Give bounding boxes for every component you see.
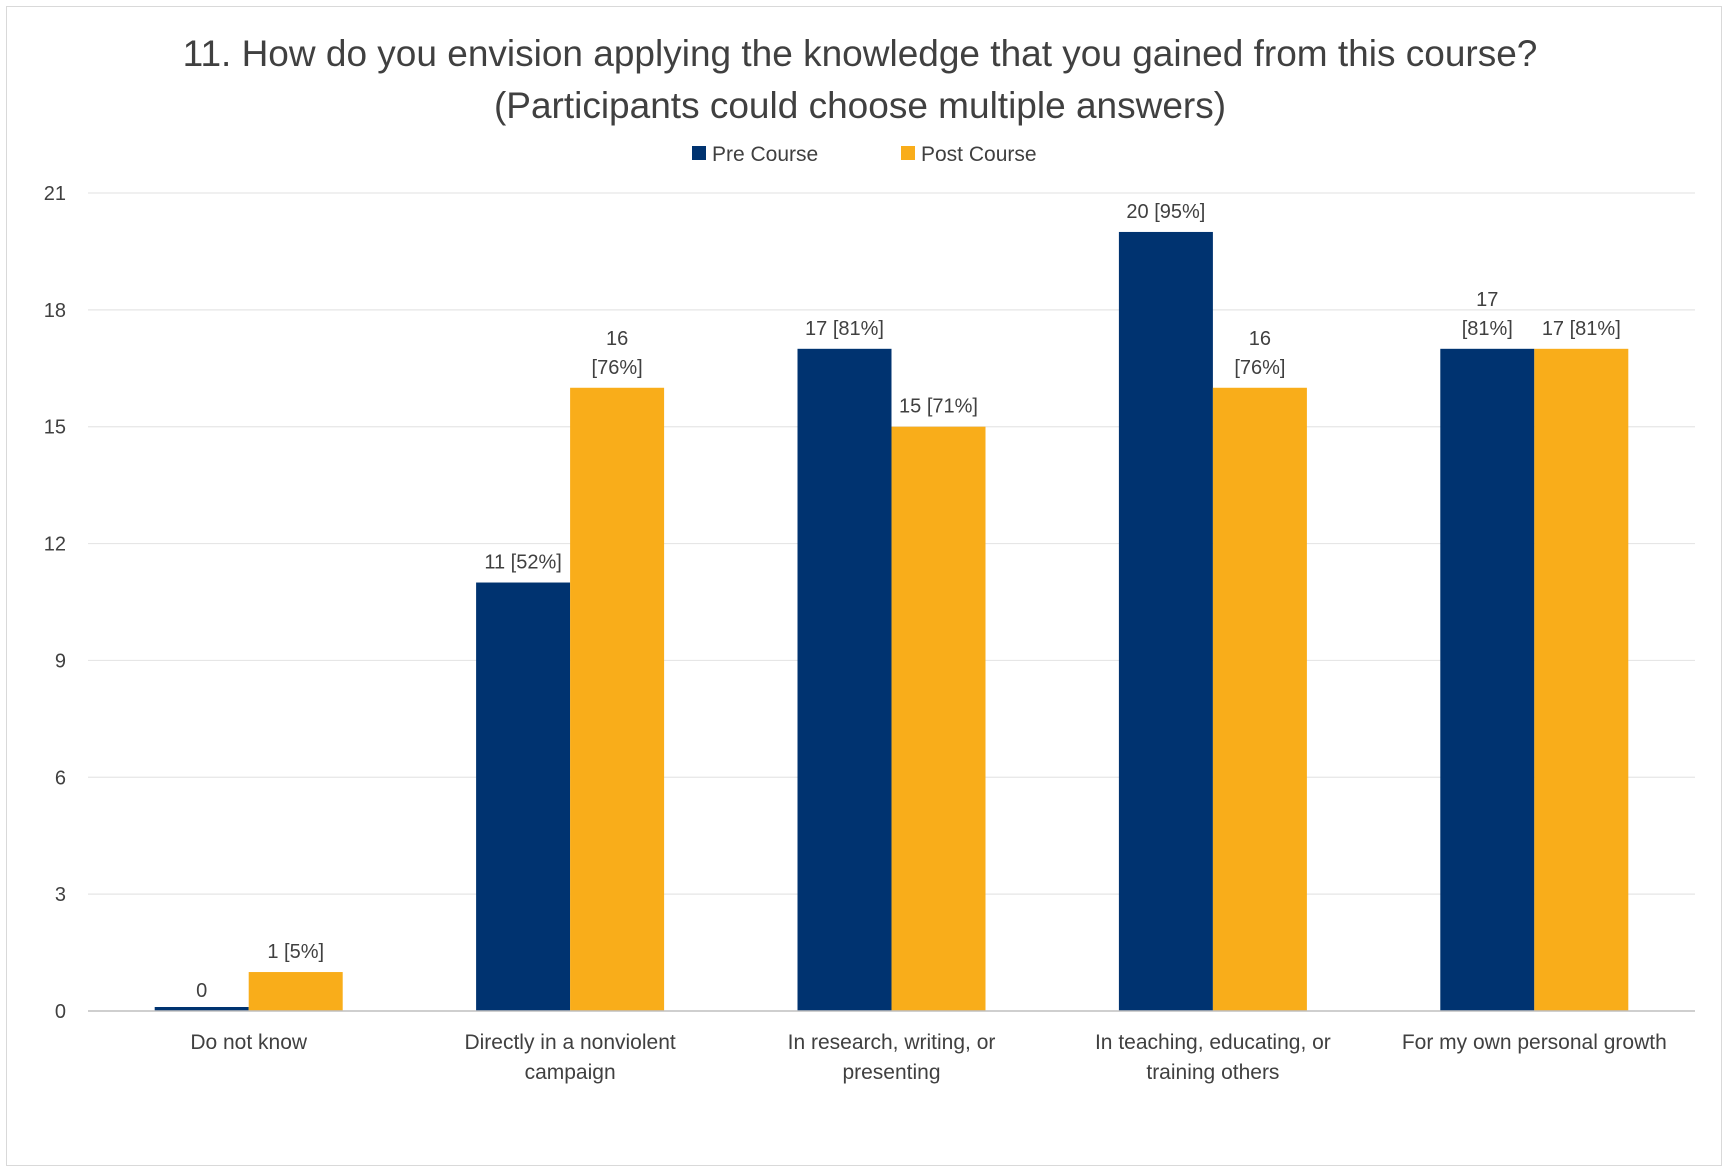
bar-pre-course bbox=[1440, 348, 1535, 1011]
bar-post-course bbox=[1212, 387, 1307, 1011]
data-label: 17 [81%] bbox=[805, 318, 884, 340]
data-label: 15 [71%] bbox=[899, 396, 978, 418]
category-label: campaign bbox=[525, 1061, 616, 1084]
y-tick-label: 12 bbox=[44, 534, 66, 556]
legend-label: Pre Course bbox=[712, 143, 818, 166]
bar-post-course bbox=[248, 972, 343, 1011]
legend-swatch bbox=[901, 146, 915, 160]
data-label: 16 bbox=[1249, 328, 1271, 350]
category-label: Do not know bbox=[190, 1031, 308, 1054]
bar-post-course bbox=[891, 426, 986, 1011]
data-label: [76%] bbox=[1234, 357, 1285, 379]
bar-pre-course bbox=[1118, 231, 1213, 1011]
data-label: [76%] bbox=[592, 357, 643, 379]
category-label: In teaching, educating, or bbox=[1095, 1031, 1331, 1054]
legend-swatch bbox=[692, 146, 706, 160]
data-label: 11 [52%] bbox=[484, 552, 561, 574]
bar-pre-course bbox=[797, 348, 892, 1011]
category-label: For my own personal growth bbox=[1402, 1031, 1667, 1054]
y-tick-label: 9 bbox=[55, 650, 66, 672]
data-label: 16 bbox=[606, 328, 628, 350]
category-label: presenting bbox=[842, 1061, 940, 1084]
bar-pre-course bbox=[476, 582, 571, 1011]
bar-pre-course bbox=[154, 1007, 249, 1011]
category-label: training others bbox=[1146, 1061, 1279, 1084]
data-label: 17 bbox=[1476, 289, 1498, 311]
data-label: 20 [95%] bbox=[1126, 201, 1205, 223]
y-tick-label: 18 bbox=[44, 300, 66, 322]
chart-title: 11. How do you envision applying the kno… bbox=[182, 33, 1538, 126]
data-label: 1 [5%] bbox=[267, 941, 324, 963]
data-label: [81%] bbox=[1462, 318, 1513, 340]
data-label: 0 bbox=[196, 980, 207, 1002]
y-tick-label: 3 bbox=[55, 884, 66, 906]
category-label: In research, writing, or bbox=[788, 1031, 996, 1054]
category-label: Directly in a nonviolent bbox=[464, 1031, 675, 1054]
bar-post-course bbox=[570, 387, 665, 1011]
y-tick-label: 6 bbox=[55, 767, 66, 789]
y-tick-label: 15 bbox=[44, 417, 66, 439]
legend-label: Post Course bbox=[921, 143, 1037, 166]
y-tick-label: 0 bbox=[55, 1001, 66, 1023]
data-label: 17 [81%] bbox=[1542, 318, 1621, 340]
y-tick-label: 21 bbox=[44, 183, 66, 205]
bar-post-course bbox=[1534, 348, 1629, 1011]
